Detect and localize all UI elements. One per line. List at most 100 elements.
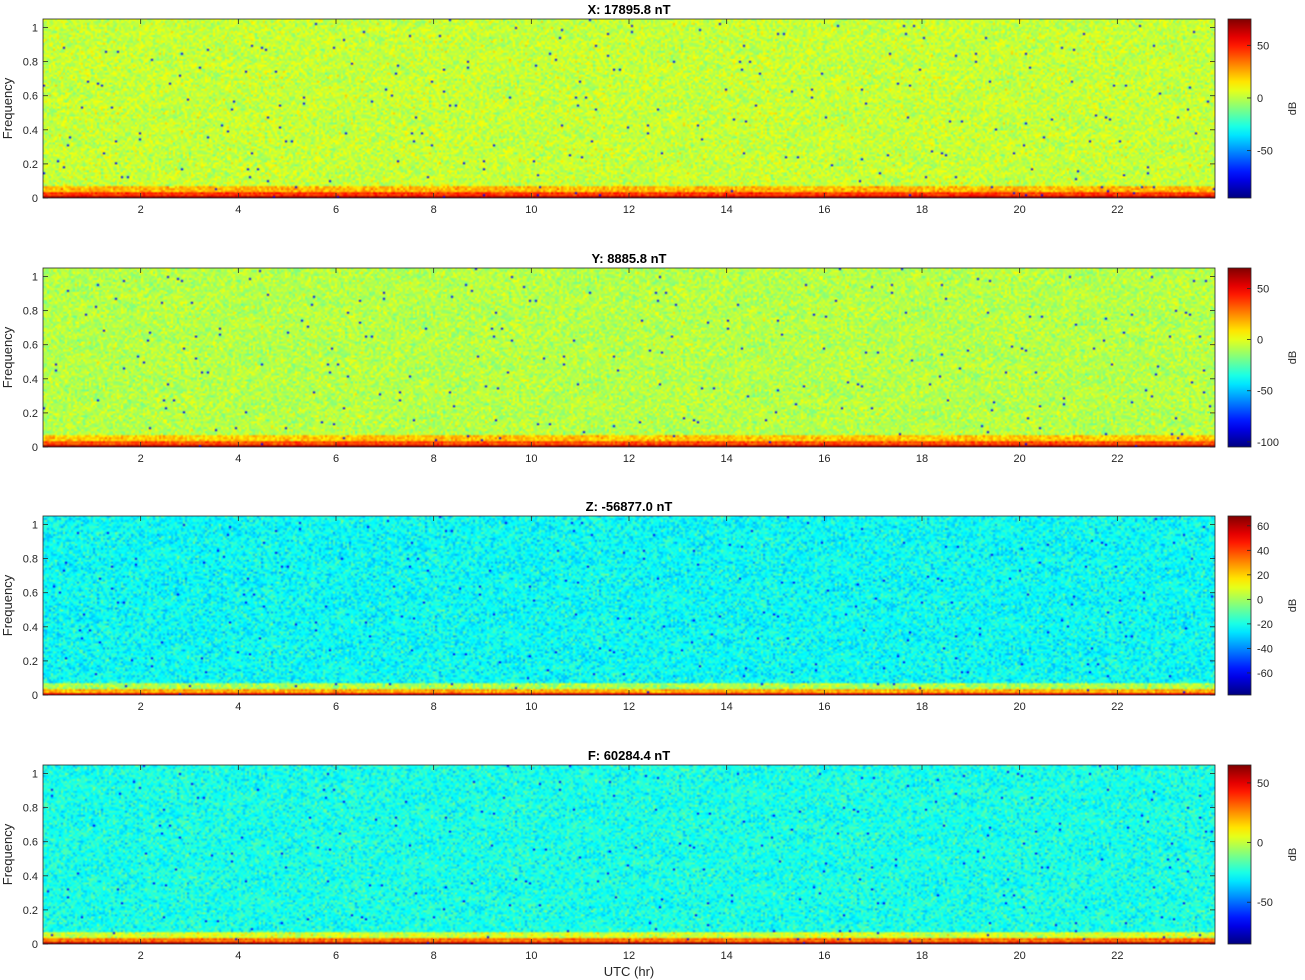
spectrogram-heatmap — [43, 765, 1215, 944]
x-tick-label: 14 — [721, 453, 733, 465]
x-tick-label: 18 — [916, 453, 928, 465]
colorbar-tick-label: 50 — [1257, 283, 1269, 295]
x-tick-label: 20 — [1014, 701, 1026, 713]
colorbar-tick-label: 50 — [1257, 40, 1269, 52]
y-tick-label: 0.6 — [23, 91, 38, 103]
x-tick-label: 16 — [818, 701, 830, 713]
x-tick-label: 12 — [623, 453, 635, 465]
x-tick-label: 22 — [1111, 950, 1123, 962]
x-tick-label: 16 — [818, 453, 830, 465]
x-tick-label: 18 — [916, 950, 928, 962]
x-tick-label: 22 — [1111, 453, 1123, 465]
y-tick-label: 1 — [32, 520, 38, 532]
panel-title: Y: 8885.8 nT — [592, 251, 667, 266]
x-tick-label: 2 — [138, 701, 144, 713]
spectrogram-heatmap — [43, 19, 1215, 198]
colorbar — [1227, 515, 1252, 696]
y-tick-label: 0.4 — [23, 374, 38, 386]
colorbar-tick-label: -50 — [1257, 146, 1273, 158]
x-tick-label: 2 — [138, 204, 144, 216]
colorbar-tick-label: -20 — [1257, 619, 1273, 631]
y-tick-label: 1 — [32, 23, 38, 35]
y-tick-label: 0.6 — [23, 340, 38, 352]
colorbar-tick-label: 0 — [1257, 594, 1263, 606]
x-tick-label: 22 — [1111, 701, 1123, 713]
x-tick-label: 16 — [818, 950, 830, 962]
x-tick-label: 8 — [431, 204, 437, 216]
x-tick-label: 4 — [235, 204, 241, 216]
x-tick-label: 4 — [235, 701, 241, 713]
x-tick-label: 20 — [1014, 950, 1026, 962]
y-tick-label: 0.8 — [23, 803, 38, 815]
x-tick-label: 12 — [623, 950, 635, 962]
x-tick-label: 22 — [1111, 204, 1123, 216]
colorbar-tick-label: 40 — [1257, 545, 1269, 557]
y-tick-label: 0 — [32, 939, 38, 951]
y-tick-label: 0.2 — [23, 159, 38, 171]
x-tick-label: 6 — [333, 701, 339, 713]
y-axis-label: Frequency — [0, 326, 15, 388]
spectrogram-heatmap — [43, 268, 1215, 447]
panel-title: X: 17895.8 nT — [587, 2, 670, 17]
y-tick-label: 0.8 — [23, 306, 38, 318]
colorbar-tick-label: 0 — [1257, 335, 1263, 347]
colorbar-tick-label: -50 — [1257, 386, 1273, 398]
x-tick-label: 12 — [623, 204, 635, 216]
x-tick-label: 10 — [525, 701, 537, 713]
panel-title: Z: -56877.0 nT — [586, 499, 673, 514]
colorbar-tick-label: 60 — [1257, 521, 1269, 533]
x-tick-label: 10 — [525, 453, 537, 465]
x-tick-label: 6 — [333, 204, 339, 216]
x-tick-label: 18 — [916, 701, 928, 713]
colorbar-tick-label: -60 — [1257, 668, 1273, 680]
x-tick-label: 6 — [333, 453, 339, 465]
colorbar-label: dB — [1287, 599, 1299, 612]
x-tick-label: 8 — [431, 701, 437, 713]
y-tick-label: 0.4 — [23, 871, 38, 883]
x-tick-label: 8 — [431, 950, 437, 962]
x-tick-label: 10 — [525, 204, 537, 216]
x-tick-label: 8 — [431, 453, 437, 465]
x-tick-label: 2 — [138, 950, 144, 962]
y-tick-label: 0.6 — [23, 588, 38, 600]
colorbar — [1227, 18, 1252, 199]
x-tick-label: 18 — [916, 204, 928, 216]
y-tick-label: 1 — [32, 272, 38, 284]
x-tick-label: 20 — [1014, 453, 1026, 465]
x-tick-label: 14 — [721, 204, 733, 216]
colorbar-tick-label: -50 — [1257, 897, 1273, 909]
colorbar — [1227, 764, 1252, 945]
colorbar — [1227, 267, 1252, 448]
colorbar-label: dB — [1287, 351, 1299, 364]
y-tick-label: 0.8 — [23, 57, 38, 69]
colorbar-tick-label: 50 — [1257, 778, 1269, 790]
spectrogram-heatmap — [43, 516, 1215, 695]
y-axis-label: Frequency — [0, 574, 15, 636]
y-axis-label: Frequency — [0, 77, 15, 139]
colorbar-label: dB — [1287, 848, 1299, 861]
y-tick-label: 0.4 — [23, 622, 38, 634]
panel-title: F: 60284.4 nT — [588, 748, 670, 763]
y-axis-label: Frequency — [0, 823, 15, 885]
y-tick-label: 0.2 — [23, 905, 38, 917]
y-tick-label: 0.8 — [23, 554, 38, 566]
y-tick-label: 0 — [32, 442, 38, 454]
colorbar-tick-label: 0 — [1257, 838, 1263, 850]
x-tick-label: 16 — [818, 204, 830, 216]
y-tick-label: 0.4 — [23, 125, 38, 137]
x-tick-label: 4 — [235, 453, 241, 465]
y-tick-label: 0 — [32, 690, 38, 702]
y-tick-label: 1 — [32, 769, 38, 781]
x-tick-label: 12 — [623, 701, 635, 713]
colorbar-label: dB — [1287, 102, 1299, 115]
colorbar-tick-label: -40 — [1257, 643, 1273, 655]
x-tick-label: 10 — [525, 950, 537, 962]
y-tick-label: 0 — [32, 193, 38, 205]
x-tick-label: 20 — [1014, 204, 1026, 216]
x-tick-label: 6 — [333, 950, 339, 962]
